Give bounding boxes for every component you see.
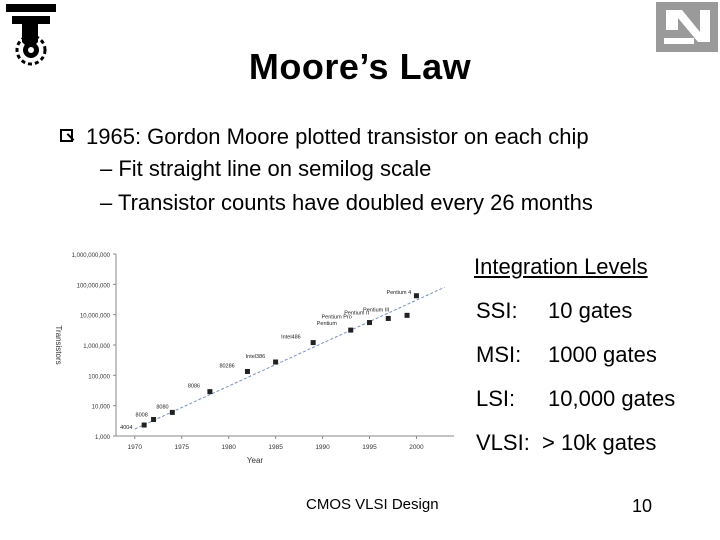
x-tick-label: 1995 xyxy=(362,444,377,451)
data-point-label: 8086 xyxy=(188,384,200,390)
x-tick-label: 1975 xyxy=(174,444,189,451)
integration-levels: Integration Levels SSI: 10 gates MSI: 10… xyxy=(474,252,714,472)
checkbox-bullet-icon xyxy=(60,129,73,142)
y-tick-label: 1,000,000,000 xyxy=(72,253,111,259)
level-name: MSI: xyxy=(476,342,522,367)
y-tick-label: 1,000,000 xyxy=(83,344,110,350)
data-point-label: 8080 xyxy=(156,404,168,410)
bullet-list: 1965: Gordon Moore plotted transistor on… xyxy=(58,122,593,220)
trend-line xyxy=(134,286,445,430)
faculty-logo-icon xyxy=(656,2,718,52)
data-point-label: Intel386 xyxy=(246,354,266,360)
data-point-label: Pentium xyxy=(317,321,338,327)
data-point-label: Pentium II xyxy=(344,310,369,316)
x-tick-label: 1985 xyxy=(268,444,283,451)
level-name: VLSI: xyxy=(476,430,530,455)
level-vlsi: VLSI: > 10k gates xyxy=(474,428,714,472)
x-tick-label: 1990 xyxy=(315,444,330,451)
footer-text: CMOS VLSI Design xyxy=(306,496,439,513)
y-tick-label: 100,000 xyxy=(88,374,110,380)
x-axis-label: Year xyxy=(247,456,264,465)
x-tick-label: 1970 xyxy=(128,444,143,451)
y-tick-label: 10,000 xyxy=(92,405,111,411)
sub-bullet: – Transistor counts have doubled every 2… xyxy=(100,190,593,215)
data-point xyxy=(310,340,316,346)
data-point xyxy=(244,368,250,374)
level-value: 10,000 gates xyxy=(548,386,676,411)
level-value: 1000 gates xyxy=(548,342,657,367)
data-point xyxy=(169,409,175,415)
data-point-label: Intel486 xyxy=(281,335,301,341)
data-point-label: Pentium 4 xyxy=(386,290,411,296)
main-bullet-text: 1965: Gordon Moore plotted transistor on… xyxy=(86,124,589,149)
level-value: > 10k gates xyxy=(542,430,657,455)
main-bullet: 1965: Gordon Moore plotted transistor on… xyxy=(58,122,593,152)
y-tick-label: 10,000,000 xyxy=(80,314,111,320)
level-name: LSI: xyxy=(476,386,516,411)
data-point-label: Pentium III xyxy=(363,307,390,313)
data-point-label: 8008 xyxy=(136,412,148,418)
y-tick-label: 100,000,000 xyxy=(77,283,111,289)
integration-levels-title: Integration Levels xyxy=(474,254,648,279)
slide-title: Moore’s Law xyxy=(248,46,472,87)
data-point xyxy=(367,320,372,326)
x-tick-label: 2000 xyxy=(409,444,424,451)
technion-logo-icon xyxy=(6,4,56,66)
data-point xyxy=(207,389,213,395)
data-point-label: 80286 xyxy=(219,363,234,369)
data-point xyxy=(141,422,147,428)
data-point-label: Pentium Pro xyxy=(322,315,352,321)
data-point xyxy=(413,293,419,299)
level-name: SSI: xyxy=(476,298,518,323)
level-value: 10 gates xyxy=(548,298,633,323)
data-point xyxy=(385,315,391,321)
sub-bullet: – Fit straight line on semilog scale xyxy=(100,156,432,181)
data-point-label: 4004 xyxy=(120,425,132,431)
x-tick-label: 1980 xyxy=(221,444,236,451)
y-tick-label: 1,000 xyxy=(95,435,111,441)
data-point xyxy=(273,359,279,365)
data-point xyxy=(348,327,354,333)
data-point xyxy=(151,416,157,422)
data-point xyxy=(404,312,410,318)
transistor-count-chart: 1,000 10,000 100,000 1,000,000 10,000,000 100… xyxy=(54,253,454,465)
level-msi: MSI: 1000 gates xyxy=(474,340,714,384)
level-ssi: SSI: 10 gates xyxy=(474,296,714,340)
level-lsi: LSI: 10,000 gates xyxy=(474,384,714,428)
y-axis-label: Transistors xyxy=(54,325,63,364)
page-number: 10 xyxy=(632,496,653,516)
